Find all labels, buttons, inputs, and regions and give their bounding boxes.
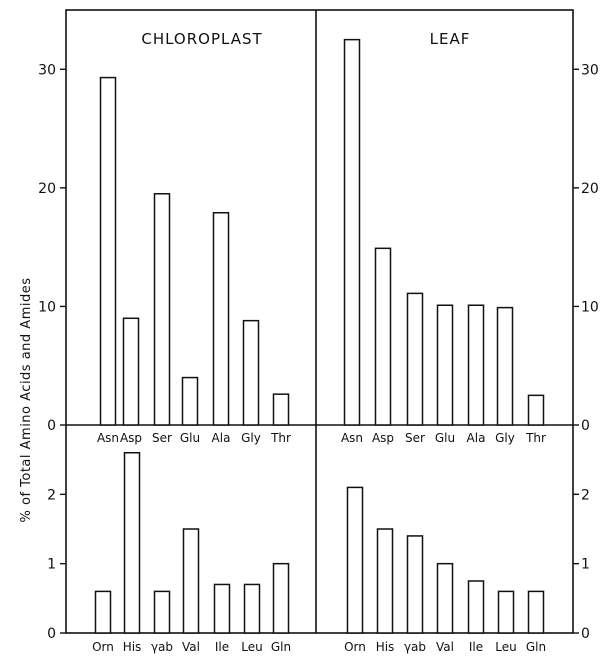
bar [374, 247, 392, 426]
category-label: Asp [120, 431, 142, 445]
category-label: Val [436, 640, 454, 654]
bar [467, 304, 485, 426]
category-label: Thr [525, 431, 546, 445]
panel-3: 0 1 2 Orn His γab Val Ile Leu Gln [47, 451, 291, 654]
category-label: Val [182, 640, 200, 654]
bar [436, 304, 454, 426]
category-label: Gly [495, 431, 515, 445]
outer-frame [65, 9, 574, 634]
bar [243, 583, 261, 634]
category-label: Glu [435, 431, 455, 445]
category-label: Gln [271, 640, 291, 654]
bar [153, 590, 171, 634]
category-label: Orn [344, 640, 366, 654]
category-label: Glu [180, 431, 200, 445]
bar [182, 528, 200, 634]
y-tick-label: 1 [47, 557, 56, 573]
bar [343, 38, 361, 426]
bar [496, 306, 514, 426]
y-tick-label: 10 [38, 299, 56, 315]
chart-frame [65, 9, 574, 634]
category-label: Orn [92, 640, 114, 654]
bar [406, 292, 424, 426]
bar [213, 583, 231, 634]
bar [212, 212, 230, 426]
bar [99, 76, 117, 426]
category-label: Ser [152, 431, 172, 445]
category-label: Leu [241, 640, 262, 654]
panel-title: CHLOROPLAST [141, 30, 262, 48]
bar [406, 535, 424, 634]
bar [467, 580, 485, 634]
bar [242, 319, 260, 426]
panel-title: LEAF [430, 30, 471, 48]
category-label: Asn [341, 431, 363, 445]
y-tick-label: 2 [47, 487, 56, 503]
category-label: Gln [526, 640, 546, 654]
panel-4: 0 1 2 Orn His γab Val Ile Leu Gln [344, 486, 590, 654]
category-label: Ile [469, 640, 483, 654]
category-label: Asn [97, 431, 119, 445]
bar [153, 193, 171, 426]
bar [272, 393, 290, 426]
y-axis-label: % of Total Amino Acids and Amides [19, 278, 34, 523]
y-tick-label: 0 [581, 626, 590, 642]
category-label: Gly [241, 431, 261, 445]
category-label: Ser [405, 431, 425, 445]
category-label: γab [151, 640, 173, 654]
y-tick-label: 0 [47, 626, 56, 642]
category-label: Ala [467, 431, 486, 445]
bar [123, 451, 141, 634]
bar [181, 376, 199, 426]
category-label: Ile [215, 640, 229, 654]
y-tick-label: 2 [581, 487, 590, 503]
y-tick-label: 30 [38, 62, 56, 78]
category-label: Asp [372, 431, 394, 445]
category-label: Ala [212, 431, 231, 445]
panel-2: LEAF 0 10 20 30 Asn Asp Ser Glu Ala Gly Thr [341, 30, 599, 445]
bar [122, 317, 140, 426]
y-tick-label: 20 [38, 181, 56, 197]
y-tick-label: 0 [581, 418, 590, 434]
bar [94, 590, 112, 634]
y-tick-label: 30 [581, 62, 599, 78]
panel-1: CHLOROPLAST 0 10 20 30 Asn Asp Ser Glu Ala Gly Thr [38, 30, 291, 445]
category-label: His [376, 640, 395, 654]
bar [436, 562, 454, 634]
category-label: γab [404, 640, 426, 654]
y-tick-label: 10 [581, 299, 599, 315]
category-label: His [123, 640, 142, 654]
bar [527, 590, 545, 634]
bar [376, 528, 394, 634]
y-tick-label: 20 [581, 181, 599, 197]
category-label: Thr [270, 431, 291, 445]
bar [497, 590, 515, 634]
bar [527, 394, 545, 426]
category-label: Leu [495, 640, 516, 654]
bar [346, 486, 364, 634]
y-tick-label: 1 [581, 557, 590, 573]
bar [272, 562, 290, 634]
y-tick-label: 0 [47, 418, 56, 434]
